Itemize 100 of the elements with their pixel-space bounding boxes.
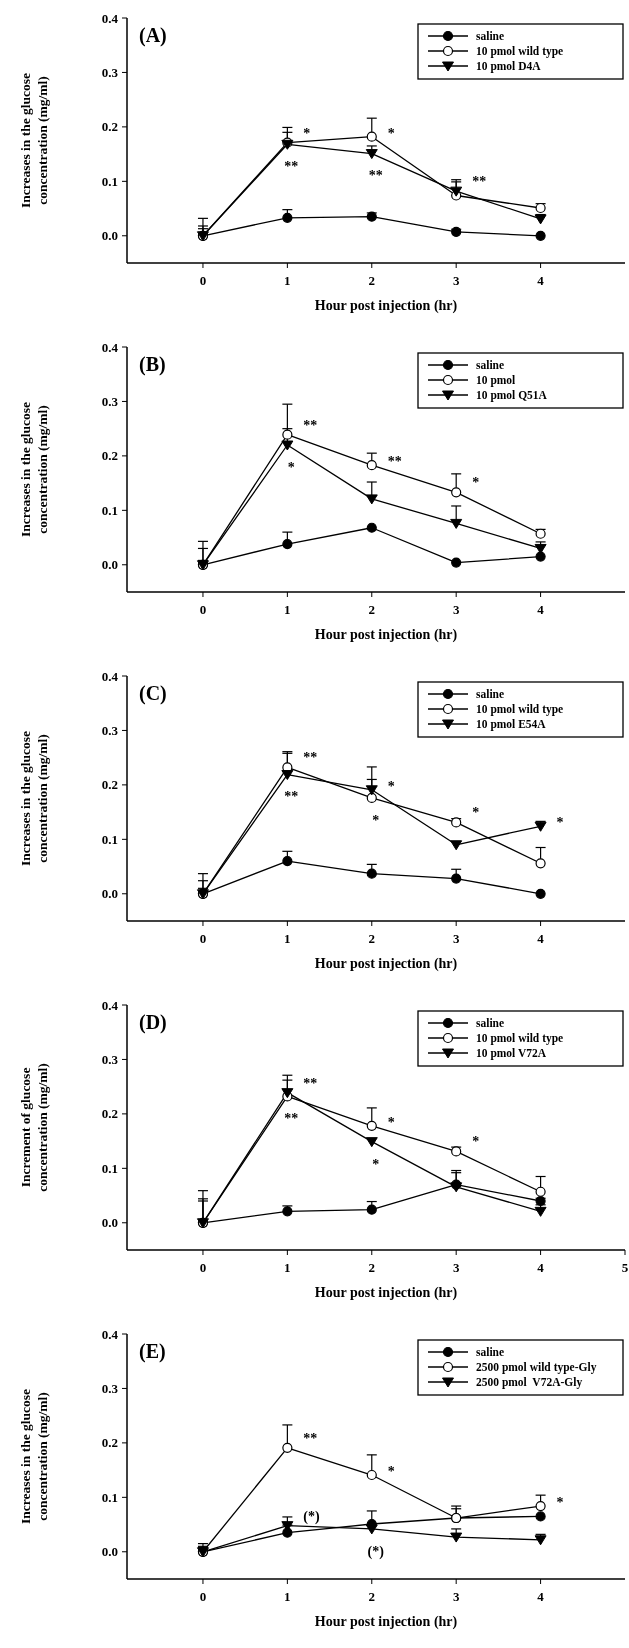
x-tick-label: 4 bbox=[537, 273, 545, 288]
y-tick-label: 0.1 bbox=[101, 831, 118, 847]
annotation: ** bbox=[284, 789, 299, 805]
x-axis-title: Hour post injection (hr) bbox=[314, 1285, 458, 1301]
annotation: * bbox=[387, 125, 395, 141]
y-tick-label: 0.4 bbox=[101, 1326, 119, 1342]
x-tick-label: 1 bbox=[284, 602, 291, 617]
x-tick-label: 1 bbox=[284, 1260, 291, 1275]
annotation: ** bbox=[303, 1075, 318, 1091]
x-tick-label: 2 bbox=[368, 602, 376, 617]
annotation: * bbox=[387, 778, 395, 794]
y-tick-label: 0.4 bbox=[101, 10, 119, 26]
y-tick-label: 0.4 bbox=[101, 997, 119, 1013]
annotation: ** bbox=[303, 1430, 318, 1446]
x-tick-label: 1 bbox=[284, 273, 291, 288]
x-tick-label: 3 bbox=[452, 1589, 460, 1604]
annotation: (*) bbox=[367, 1543, 385, 1560]
y-tick-label: 0.0 bbox=[101, 1215, 118, 1231]
x-axis-title: Hour post injection (hr) bbox=[314, 627, 458, 643]
y-tick-label: 0.1 bbox=[101, 173, 118, 189]
legend-label: 10 pmol wild type bbox=[476, 45, 564, 59]
y-tick-label: 0.2 bbox=[101, 1435, 118, 1451]
annotation: ** bbox=[387, 454, 402, 470]
legend-label: 10 pmol bbox=[476, 374, 516, 388]
x-tick-label: 4 bbox=[537, 1260, 545, 1275]
x-tick-label: 2 bbox=[368, 1589, 376, 1604]
y-axis-title: Increment of glucose concentration (mg/ml) bbox=[18, 1063, 50, 1192]
chart-title: (E) bbox=[139, 1340, 166, 1363]
y-tick-label: 0.4 bbox=[101, 668, 119, 684]
chart-title: (B) bbox=[139, 353, 166, 376]
legend-label: saline bbox=[476, 359, 505, 372]
annotation: ** bbox=[284, 1111, 299, 1127]
y-tick-label: 0.3 bbox=[101, 1380, 119, 1396]
y-tick-label: 0.4 bbox=[101, 339, 119, 355]
chart-title: (A) bbox=[139, 24, 167, 47]
chart-title: (D) bbox=[139, 1011, 167, 1034]
x-tick-label: 1 bbox=[284, 931, 291, 946]
x-tick-label: 0 bbox=[199, 602, 207, 617]
x-tick-label: 0 bbox=[199, 273, 207, 288]
annotation: * bbox=[287, 459, 295, 475]
y-tick-label: 0.3 bbox=[101, 722, 119, 738]
annotation: ** bbox=[284, 159, 299, 175]
legend-label: 10 pmol Q51A bbox=[476, 389, 548, 403]
y-tick-label: 0.3 bbox=[101, 1051, 119, 1067]
x-tick-label: 3 bbox=[452, 1260, 460, 1275]
annotation: * bbox=[372, 812, 380, 828]
x-tick-label: 0 bbox=[199, 931, 207, 946]
y-tick-label: 0.0 bbox=[101, 228, 118, 244]
y-tick-label: 0.2 bbox=[101, 119, 118, 135]
y-tick-label: 0.2 bbox=[101, 1106, 118, 1122]
x-tick-label: 1 bbox=[284, 1589, 291, 1604]
annotation: ** bbox=[472, 174, 487, 190]
x-tick-label: 0 bbox=[199, 1589, 207, 1604]
y-tick-label: 0.1 bbox=[101, 1489, 118, 1505]
y-tick-label: 0.2 bbox=[101, 777, 118, 793]
legend-label: 10 pmol E54A bbox=[476, 718, 547, 732]
annotation: * bbox=[556, 1494, 564, 1510]
x-tick-label: 2 bbox=[368, 931, 376, 946]
y-tick-label: 0.0 bbox=[101, 557, 118, 573]
legend-label: 10 pmol wild type bbox=[476, 703, 564, 717]
annotation: * bbox=[387, 1463, 395, 1479]
y-tick-label: 0.0 bbox=[101, 886, 118, 902]
chart-title: (C) bbox=[139, 682, 167, 705]
x-tick-label: 2 bbox=[368, 1260, 376, 1275]
annotation: * bbox=[372, 1156, 380, 1172]
x-tick-label: 5 bbox=[621, 1260, 629, 1275]
annotation: ** bbox=[303, 417, 318, 433]
annotation: * bbox=[556, 815, 564, 831]
legend-label: saline bbox=[476, 1346, 505, 1359]
legend-label: saline bbox=[476, 1017, 505, 1030]
x-tick-label: 4 bbox=[537, 1589, 545, 1604]
annotation: * bbox=[303, 125, 311, 141]
x-axis-title: Hour post injection (hr) bbox=[314, 956, 458, 972]
legend-label: 2500 pmol wild type-Gly bbox=[476, 1361, 597, 1375]
legend-label: 2500 pmol V72A-Gly bbox=[476, 1376, 583, 1390]
annotation: ** bbox=[303, 750, 318, 766]
y-tick-label: 0.2 bbox=[101, 448, 118, 464]
annotation: * bbox=[472, 805, 480, 821]
y-axis-title: Increases in the glucose concentration (mg/ml) bbox=[18, 1388, 50, 1525]
y-axis-title: Increases in the glucose concentration (mg/ml) bbox=[18, 730, 50, 867]
y-axis-title: Increases in the glucose concentration (mg/ml) bbox=[18, 72, 50, 209]
x-tick-label: 3 bbox=[452, 273, 460, 288]
x-tick-label: 3 bbox=[452, 602, 460, 617]
legend-label: 10 pmol D4A bbox=[476, 60, 542, 74]
x-tick-label: 2 bbox=[368, 273, 376, 288]
legend-label: 10 pmol V72A bbox=[476, 1047, 547, 1061]
annotation: (*) bbox=[303, 1508, 321, 1525]
x-axis-title: Hour post injection (hr) bbox=[314, 298, 458, 314]
x-tick-label: 4 bbox=[537, 602, 545, 617]
legend-label: saline bbox=[476, 688, 505, 701]
x-axis-title: Hour post injection (hr) bbox=[314, 1614, 458, 1630]
annotation: * bbox=[387, 1114, 395, 1130]
y-tick-label: 0.0 bbox=[101, 1544, 118, 1560]
x-tick-label: 0 bbox=[199, 1260, 207, 1275]
legend-label: 10 pmol wild type bbox=[476, 1032, 564, 1046]
y-tick-label: 0.3 bbox=[101, 64, 119, 80]
x-tick-label: 3 bbox=[452, 931, 460, 946]
annotation: * bbox=[472, 475, 480, 491]
legend-label: saline bbox=[476, 30, 505, 43]
annotation: ** bbox=[368, 168, 383, 184]
